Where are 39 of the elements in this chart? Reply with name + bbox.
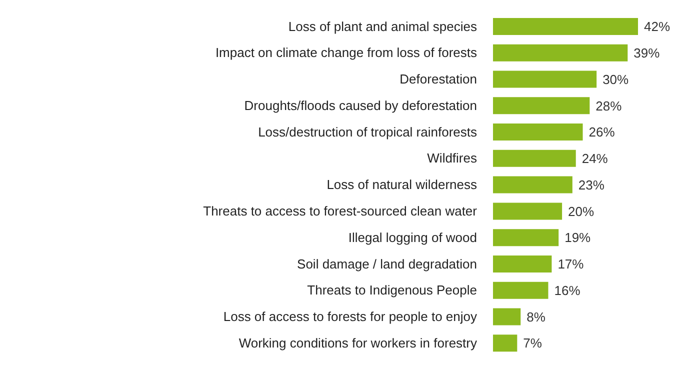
bar <box>493 202 562 220</box>
data-label: 23% <box>578 177 605 192</box>
bar <box>493 18 638 35</box>
y-tick-label: Loss/destruction of tropical rainforests <box>258 124 478 140</box>
bar <box>493 308 521 326</box>
data-label: 30% <box>602 72 630 87</box>
bar <box>493 124 583 141</box>
bar <box>493 282 548 299</box>
y-tick-label: Loss of natural wilderness <box>326 177 478 192</box>
data-label: 20% <box>568 204 595 219</box>
y-tick-label: Threats to access to forest-sourced clean water <box>203 204 478 218</box>
data-label: 19% <box>564 230 592 246</box>
data-label: 39% <box>634 46 660 60</box>
data-label: 17% <box>558 256 584 272</box>
bar <box>493 97 590 114</box>
bar <box>493 150 576 167</box>
y-tick-label: Deforestation <box>400 72 477 87</box>
data-label: 24% <box>582 151 608 166</box>
y-tick-label: Impact on climate change from loss of forests <box>215 45 478 60</box>
bar <box>493 70 597 88</box>
bar <box>493 255 552 272</box>
y-tick-label: Threats to Indigenous People <box>307 282 477 298</box>
y-tick-label: Loss of access to forests for people to enjoy <box>223 309 478 324</box>
data-label: 26% <box>588 124 616 140</box>
data-label: 16% <box>554 282 581 298</box>
y-tick-label: Wildfires <box>427 150 478 166</box>
bar <box>493 44 628 62</box>
bar <box>493 229 559 246</box>
bar <box>493 176 572 194</box>
data-label: 42% <box>644 19 670 34</box>
data-label: 7% <box>523 336 542 351</box>
y-tick-label: Working conditions for workers in forestry <box>238 335 478 350</box>
y-tick-label: Loss of plant and animal species <box>288 18 478 34</box>
bar <box>493 334 518 352</box>
y-tick-label: Droughts/floods caused by deforestation <box>244 98 477 113</box>
y-tick-label: Illegal logging of wood <box>348 230 477 245</box>
data-label: 28% <box>596 98 622 114</box>
y-tick-label: Soil damage / land degradation <box>297 256 477 272</box>
data-label: 8% <box>526 309 546 324</box>
